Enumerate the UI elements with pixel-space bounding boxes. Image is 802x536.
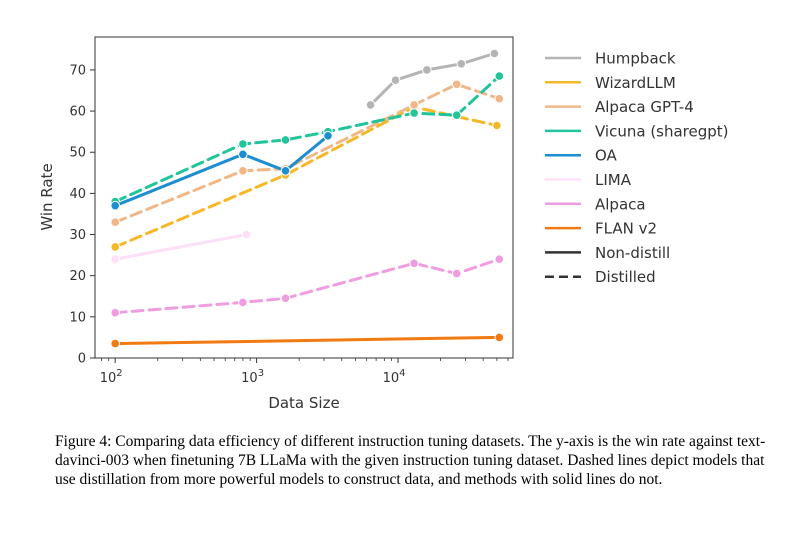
data-point	[492, 120, 502, 131]
data-point	[238, 139, 248, 149]
data-point	[238, 149, 248, 160]
series-flan-v2	[110, 332, 505, 349]
y-tick-label: 60	[69, 105, 86, 120]
data-point	[280, 293, 291, 304]
y-axis-label: Win Rate	[38, 163, 56, 230]
x-tick-label: 104	[383, 368, 406, 386]
legend-item-vicuna-sharegpt: Vicuna (sharegpt)	[545, 122, 729, 140]
legend-label: Vicuna (sharegpt)	[595, 122, 729, 140]
data-point	[110, 242, 120, 252]
legend-label: FLAN v2	[595, 220, 657, 238]
y-tick-label: 70	[69, 63, 86, 78]
plot-frame	[94, 36, 514, 359]
series-line-alpaca-gpt-4	[113, 82, 501, 224]
data-point	[110, 217, 120, 227]
legend-label: Non-distill	[595, 244, 670, 262]
legend-label: Alpaca GPT-4	[595, 98, 694, 116]
data-point	[456, 59, 467, 69]
legend-item-humpback: Humpback	[545, 50, 676, 68]
data-point	[451, 110, 462, 120]
data-point	[390, 75, 401, 85]
legend-item-distilled: Distilled	[545, 268, 656, 286]
data-point	[451, 268, 462, 279]
legend-item-alpaca: Alpaca	[545, 195, 646, 213]
data-point	[241, 229, 252, 240]
legend-item-non-distill: Non-distill	[545, 244, 670, 262]
series-oa	[110, 131, 333, 211]
data-point	[494, 332, 505, 343]
data-point	[110, 254, 120, 265]
series-vicuna-sharegpt	[110, 71, 505, 207]
y-tick-label: 40	[69, 187, 86, 202]
data-point	[110, 200, 120, 211]
series-line-alpaca	[113, 257, 501, 315]
figure-caption: Figure 4: Comparing data efficiency of d…	[55, 433, 766, 488]
legend-label: Alpaca	[595, 195, 646, 213]
data-point	[409, 100, 419, 110]
data-point	[238, 166, 248, 176]
legend-label: OA	[595, 147, 618, 165]
data-point	[238, 297, 248, 308]
legend-label: Humpback	[595, 50, 676, 68]
series-alpaca	[110, 254, 505, 318]
x-axis-label: Data Size	[268, 394, 339, 412]
legend-label: WizardLLM	[595, 74, 676, 92]
series-line-lima	[113, 233, 249, 261]
data-point	[489, 48, 500, 59]
data-point	[365, 100, 376, 110]
x-tick-label: 102	[100, 368, 123, 386]
data-point	[409, 108, 419, 118]
series-lima	[110, 229, 252, 265]
y-tick-label: 10	[69, 310, 86, 325]
data-point	[422, 65, 432, 75]
legend-item-wizardllm: WizardLLM	[545, 74, 676, 92]
legend: Humpback WizardLLM Alpaca GPT-4 Vicuna (sha…	[545, 50, 729, 286]
y-tick-label: 0	[78, 352, 86, 367]
data-point	[323, 131, 333, 141]
axes-layer: 0 10 20 30 40 50 60 70 102 103 104	[69, 63, 509, 386]
line-chart: 0 10 20 30 40 50 60 70 102 103 104 Data Size Win R…	[38, 36, 729, 412]
y-tick-label: 20	[69, 269, 86, 284]
data-point	[494, 71, 505, 81]
data-point	[494, 254, 505, 265]
x-tick-label: 103	[241, 368, 264, 386]
y-tick-label: 50	[69, 146, 86, 161]
legend-label: Distilled	[595, 268, 656, 286]
legend-label: LIMA	[595, 171, 632, 189]
legend-item-lima: LIMA	[545, 171, 632, 189]
data-point	[451, 79, 462, 90]
legend-item-alpaca-gpt-4: Alpaca GPT-4	[545, 98, 694, 116]
data-point	[409, 258, 419, 269]
data-point	[110, 307, 120, 318]
series-layer	[110, 48, 505, 349]
data-point	[494, 93, 505, 104]
series-line-oa	[113, 134, 330, 208]
data-point	[110, 338, 120, 349]
data-point	[280, 166, 291, 176]
series-humpback	[365, 48, 500, 110]
plot-border	[94, 36, 514, 359]
series-line-flan-v2	[113, 335, 501, 346]
y-tick-label: 30	[69, 228, 86, 243]
legend-item-oa: OA	[545, 147, 618, 165]
data-point	[280, 135, 291, 145]
legend-item-flan-v2: FLAN v2	[545, 220, 657, 238]
